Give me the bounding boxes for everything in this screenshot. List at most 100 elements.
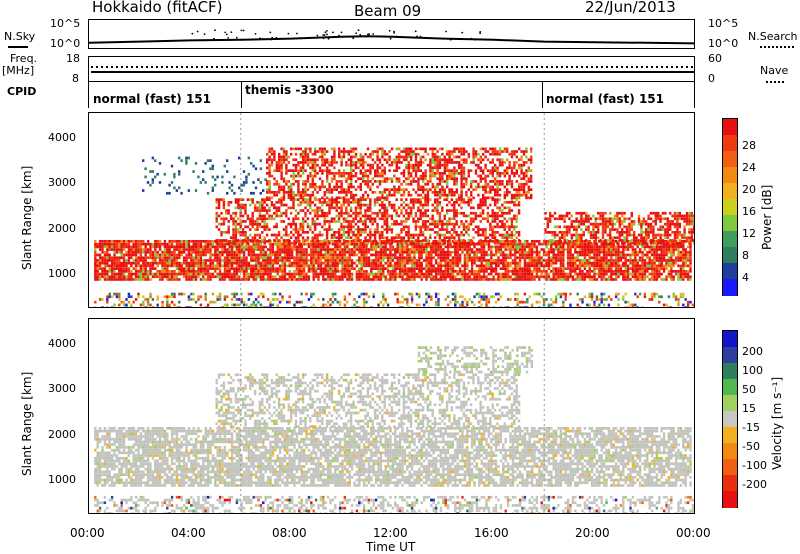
power-cell	[235, 267, 239, 270]
power-cell	[508, 228, 511, 231]
power-cell	[314, 253, 318, 257]
power-cell	[269, 245, 272, 249]
power-cell	[600, 267, 603, 270]
power-cell	[319, 256, 323, 260]
power-cell	[670, 256, 673, 260]
power-cell	[381, 196, 384, 200]
power-cell	[508, 209, 511, 212]
power-cell	[283, 270, 287, 273]
power-cell	[530, 248, 534, 251]
power-cell	[292, 217, 295, 221]
power-cell	[352, 217, 355, 221]
power-cell	[103, 264, 107, 268]
power-cell	[648, 256, 651, 260]
power-cell	[674, 270, 678, 273]
power-cell	[223, 250, 227, 254]
power-cell	[378, 174, 382, 178]
power-cell	[204, 242, 207, 246]
power-cell	[323, 198, 326, 201]
power-cell	[132, 278, 135, 281]
power-cell	[120, 278, 123, 281]
power-cell	[475, 259, 479, 262]
power-cell	[372, 259, 375, 262]
power-cell	[431, 241, 434, 245]
power-cell	[156, 253, 159, 257]
power-cell	[113, 242, 116, 246]
power-cell	[206, 270, 210, 273]
power-cell	[439, 248, 443, 251]
power-cell	[588, 259, 591, 262]
power-cell	[173, 264, 176, 268]
power-cell	[658, 275, 661, 279]
power-cell	[306, 217, 310, 221]
power-cell	[574, 256, 577, 260]
power-cell	[314, 250, 318, 254]
power-cell	[634, 253, 637, 257]
power-cell	[336, 248, 339, 251]
power-cell	[350, 158, 353, 162]
power-cell	[328, 228, 331, 231]
power-cell	[280, 214, 283, 218]
power-cell	[199, 256, 203, 260]
power-cell	[350, 242, 354, 246]
power-cell	[631, 272, 635, 276]
power-cell	[456, 261, 459, 265]
power-cell	[318, 166, 322, 170]
power-cell	[247, 253, 251, 257]
power-cell	[297, 174, 300, 178]
power-cell	[230, 272, 234, 276]
power-cell	[348, 259, 351, 262]
power-cell	[502, 240, 505, 243]
power-cell	[217, 203, 221, 207]
power-cell	[202, 248, 205, 251]
power-cell	[352, 231, 355, 234]
power-cell	[482, 272, 486, 276]
power-cell	[533, 275, 536, 279]
power-cell	[98, 278, 102, 281]
power-cell	[227, 201, 230, 204]
power-cell	[425, 270, 428, 273]
power-cell	[545, 270, 548, 273]
nsky-plot	[89, 29, 694, 45]
power-cell	[137, 261, 140, 265]
power-cell	[394, 253, 397, 257]
power-cell	[299, 147, 302, 151]
power-cell	[595, 248, 599, 251]
power-cell	[409, 233, 413, 237]
power-cell	[614, 240, 618, 243]
power-cell	[335, 196, 338, 200]
power-cell	[468, 278, 471, 281]
power-cell	[101, 240, 104, 243]
power-cell	[443, 217, 446, 221]
power-cell	[347, 172, 350, 175]
power-cell	[481, 231, 485, 234]
power-cell	[166, 245, 169, 249]
power-cell	[154, 261, 157, 265]
power-cell	[689, 267, 692, 270]
power-cell	[298, 272, 301, 276]
power-cell	[319, 248, 323, 251]
power-cell	[686, 253, 690, 257]
power-cell	[139, 250, 143, 254]
power-cell	[376, 147, 379, 151]
power-cell	[166, 278, 169, 281]
power-cell	[629, 240, 632, 243]
power-cell	[602, 272, 606, 276]
power-cell	[672, 275, 675, 279]
power-cell	[180, 272, 183, 276]
power-cell	[394, 256, 397, 260]
power-cell	[185, 259, 188, 262]
power-cell	[600, 256, 603, 260]
power-cell	[458, 245, 462, 249]
power-cell	[322, 267, 325, 270]
power-cell	[271, 259, 275, 262]
power-cell	[456, 245, 459, 249]
power-cell	[309, 241, 312, 245]
power-cell	[622, 275, 625, 279]
power-cell	[106, 261, 109, 265]
power-cell	[362, 158, 365, 162]
power-cell	[161, 270, 164, 273]
power-cell	[338, 275, 342, 279]
power-cell	[498, 241, 502, 245]
power-cell	[256, 222, 259, 226]
